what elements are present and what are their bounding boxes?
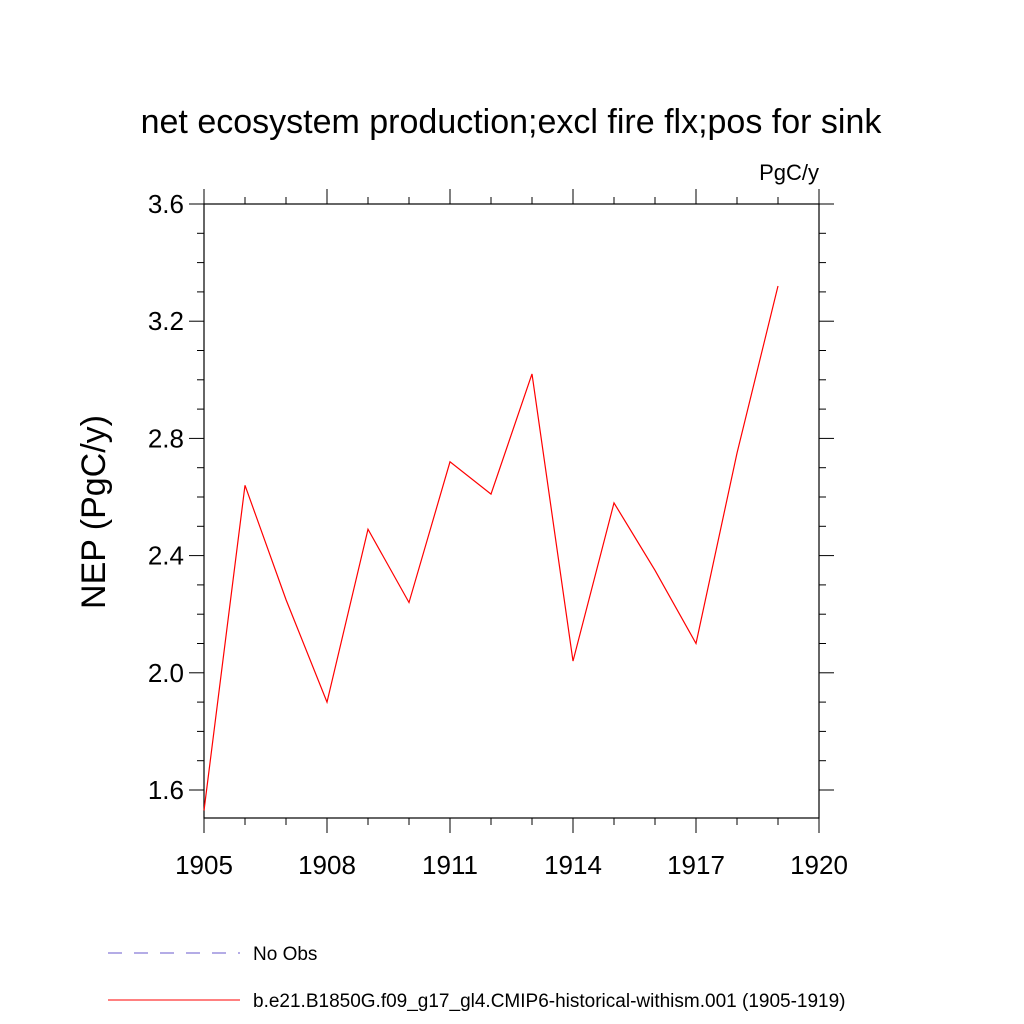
y-tick-label: 1.6	[148, 775, 184, 805]
legend-label: No Obs	[253, 944, 317, 965]
axes: 1905 1908 1911 1914 1917 1920 1.6 2.0 2.4 2.8 3.2 3…	[148, 189, 848, 880]
x-tick-label: 1914	[544, 850, 602, 880]
units-label: PgC/y	[759, 160, 819, 185]
y-axis-label: NEP (PgC/y)	[75, 415, 113, 609]
plot-frame	[203, 203, 820, 819]
series-layer	[203, 285, 779, 811]
x-tick-label: 1905	[175, 850, 233, 880]
y-tick-label: 3.6	[148, 189, 184, 219]
chart-title: net ecosystem production;excl fire flx;p…	[141, 103, 883, 141]
y-tick-label: 2.0	[148, 658, 184, 688]
x-tick-label: 1911	[422, 850, 478, 880]
x-tick-label: 1917	[667, 850, 725, 880]
y-tick-label: 2.8	[148, 423, 184, 453]
legend-label: b.e21.B1850G.f09_g17_gl4.CMIP6-historica…	[253, 991, 846, 1012]
x-tick-label: 1920	[790, 850, 848, 880]
y-tick-label: 3.2	[148, 306, 184, 336]
legend: No Obs b.e21.B1850G.f09_g17_gl4.CMIP6-his…	[108, 944, 846, 1012]
x-tick-label: 1908	[298, 850, 356, 880]
y-tick-label: 2.4	[148, 541, 184, 571]
series-line	[203, 285, 779, 811]
